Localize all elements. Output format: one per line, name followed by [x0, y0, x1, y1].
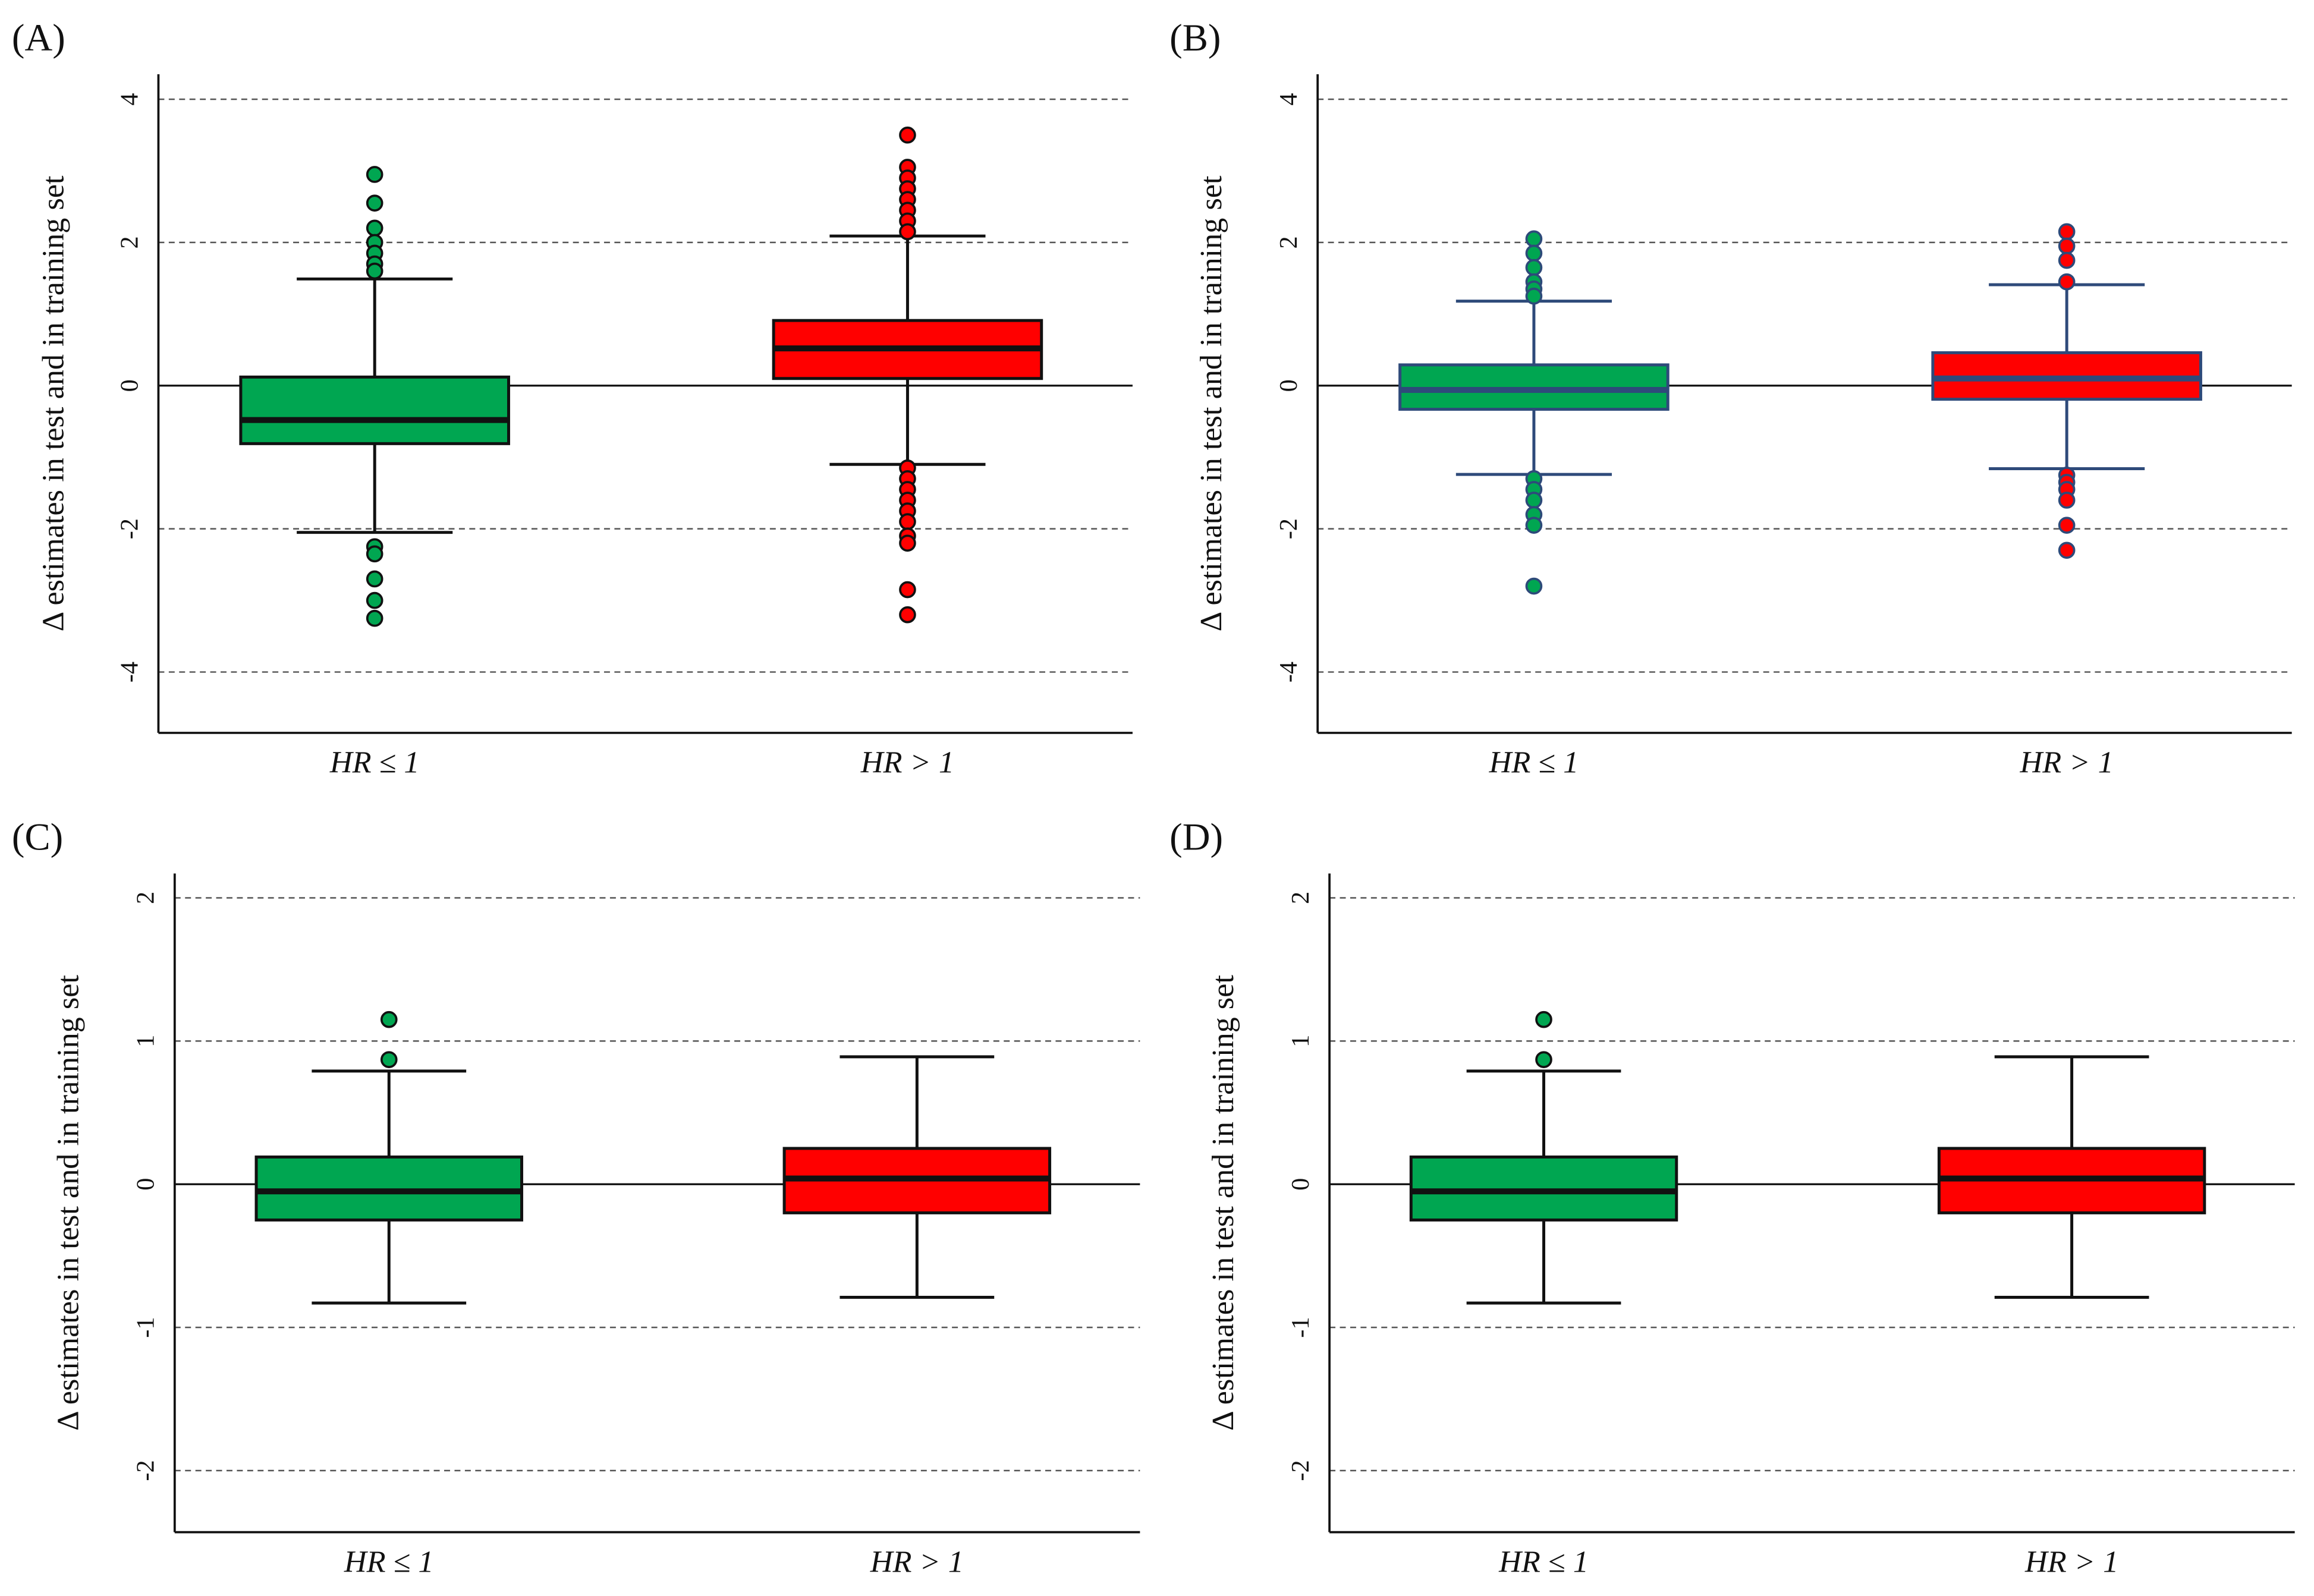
outlier: [2058, 517, 2076, 534]
outlier: [1525, 287, 1543, 305]
outlier: [1525, 230, 1543, 248]
outlier: [366, 219, 383, 237]
outlier: [899, 581, 916, 599]
outlier: [366, 194, 383, 212]
y-tick-label: -2: [115, 518, 143, 539]
outlier: [1525, 259, 1543, 276]
outlier: [366, 570, 383, 588]
y-axis-label: Δ estimates in test and in training set: [36, 175, 71, 631]
y-tick-label: 4: [1275, 93, 1303, 105]
x-tick-label: HR ≤ 1: [1489, 745, 1579, 780]
y-tick-label: 2: [115, 236, 143, 248]
y-axis-label: Δ estimates in test and in training set: [51, 975, 86, 1431]
y-tick-label: 4: [115, 93, 143, 105]
outlier: [380, 1011, 398, 1028]
outlier: [899, 534, 916, 552]
y-tick-label: 2: [1287, 892, 1315, 904]
outlier: [366, 591, 383, 609]
outlier: [899, 606, 916, 624]
y-tick-label: 0: [1275, 379, 1303, 392]
outlier: [366, 262, 383, 280]
outlier: [899, 513, 916, 530]
y-tick-label: 0: [132, 1178, 160, 1191]
outlier: [2058, 273, 2076, 291]
outlier: [366, 166, 383, 183]
outlier: [1535, 1051, 1552, 1068]
y-tick-label: 0: [115, 379, 143, 392]
outlier: [899, 126, 916, 144]
y-tick-label: -1: [1287, 1317, 1315, 1337]
outlier: [1525, 244, 1543, 262]
y-axis-label: Δ estimates in test and in training set: [1194, 175, 1228, 631]
y-tick-label: -2: [132, 1460, 160, 1481]
y-tick-label: 2: [1275, 236, 1303, 248]
outlier: [2058, 492, 2076, 509]
panel-label: (B): [1169, 17, 1221, 59]
panel-label: (C): [12, 816, 63, 859]
outlier: [1535, 1011, 1552, 1028]
y-tick-label: 1: [1287, 1035, 1315, 1047]
y-tick-label: 2: [132, 892, 160, 904]
y-tick-label: 0: [1287, 1178, 1315, 1191]
box: [239, 375, 510, 445]
x-tick-label: HR > 1: [2020, 745, 2114, 780]
x-tick-label: HR > 1: [860, 745, 954, 780]
x-tick-label: HR ≤ 1: [344, 1544, 434, 1579]
outlier: [2058, 237, 2076, 255]
x-tick-label: HR ≤ 1: [1498, 1544, 1589, 1579]
outlier: [1525, 577, 1543, 595]
panel-label: (A): [12, 17, 65, 59]
outlier: [1525, 517, 1543, 534]
outlier: [2058, 223, 2076, 241]
outlier: [380, 1051, 398, 1068]
outlier: [1525, 492, 1543, 509]
x-tick-label: HR > 1: [870, 1544, 964, 1579]
outlier: [2058, 542, 2076, 559]
y-tick-label: -4: [115, 662, 143, 682]
outlier: [899, 223, 916, 241]
y-tick-label: -1: [132, 1317, 160, 1337]
y-tick-label: -2: [1275, 518, 1303, 539]
x-tick-label: HR > 1: [2024, 1544, 2118, 1579]
y-tick-label: -2: [1287, 1460, 1315, 1481]
outlier: [2058, 251, 2076, 269]
panel-label: (D): [1169, 816, 1223, 859]
y-axis-label: Δ estimates in test and in training set: [1206, 975, 1240, 1431]
outlier: [366, 545, 383, 563]
outlier: [366, 609, 383, 627]
x-tick-label: HR ≤ 1: [329, 745, 420, 780]
y-tick-label: 1: [132, 1035, 160, 1047]
y-tick-label: -4: [1275, 662, 1303, 682]
